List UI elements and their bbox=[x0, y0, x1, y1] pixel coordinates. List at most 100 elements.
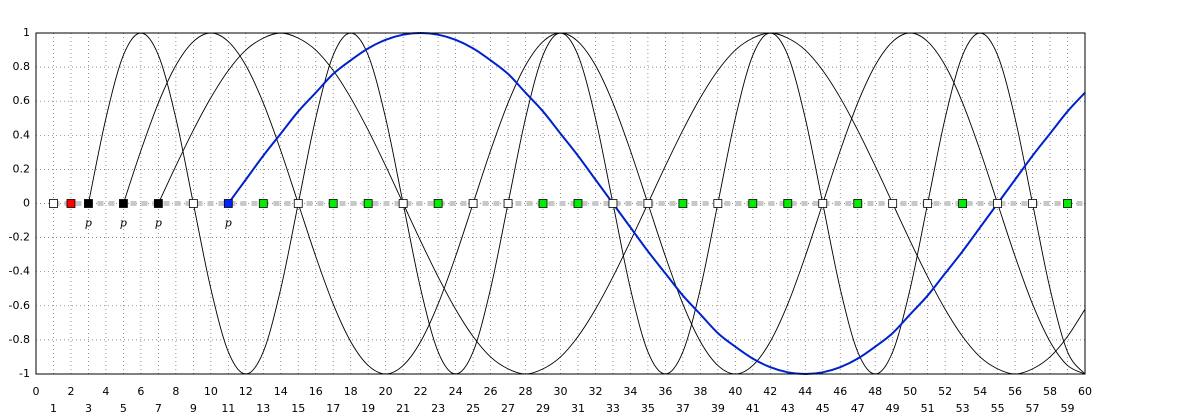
x-tick-label: 21 bbox=[396, 402, 410, 415]
marker bbox=[1028, 199, 1037, 208]
y-tick-label: 1 bbox=[23, 26, 30, 39]
marker bbox=[188, 199, 198, 208]
marker bbox=[643, 199, 653, 208]
x-tick-label: 13 bbox=[256, 402, 270, 415]
marker bbox=[363, 199, 373, 208]
x-tick-label: 49 bbox=[886, 402, 900, 415]
x-tick-label: 1 bbox=[50, 402, 57, 415]
x-tick-label: 8 bbox=[172, 385, 179, 398]
y-tick-label: -0.2 bbox=[9, 231, 30, 244]
x-tick-label: 23 bbox=[431, 402, 445, 415]
x-tick-label: 39 bbox=[711, 402, 725, 415]
x-tick-label: 24 bbox=[449, 385, 463, 398]
marker bbox=[258, 199, 268, 208]
x-tick-label: 60 bbox=[1078, 385, 1092, 398]
y-tick-label: 0.6 bbox=[13, 94, 31, 107]
y-tick-label: -0.8 bbox=[9, 333, 30, 346]
x-tick-label: 47 bbox=[851, 402, 865, 415]
marker bbox=[678, 199, 688, 208]
x-tick-label: 30 bbox=[554, 385, 568, 398]
x-tick-label: 46 bbox=[833, 385, 847, 398]
y-tick-label: 0 bbox=[23, 197, 30, 210]
x-tick-label: 34 bbox=[623, 385, 637, 398]
x-tick-label: 5 bbox=[120, 402, 127, 415]
x-tick-label: 35 bbox=[641, 402, 655, 415]
x-tick-label: 32 bbox=[588, 385, 602, 398]
x-tick-label: 48 bbox=[868, 385, 882, 398]
marker bbox=[958, 199, 968, 208]
prime-label: p bbox=[85, 217, 92, 230]
x-tick-label: 54 bbox=[973, 385, 987, 398]
x-tick-label: 51 bbox=[921, 402, 935, 415]
x-tick-label: 52 bbox=[938, 385, 952, 398]
x-tick-label: 18 bbox=[344, 385, 358, 398]
marker bbox=[84, 199, 93, 208]
x-tick-label: 28 bbox=[519, 385, 533, 398]
x-tick-label: 9 bbox=[190, 402, 197, 415]
x-tick-label: 33 bbox=[606, 402, 620, 415]
x-tick-label: 45 bbox=[816, 402, 830, 415]
marker bbox=[119, 199, 128, 208]
prime-label: p bbox=[225, 217, 232, 230]
marker bbox=[1063, 199, 1072, 208]
lines bbox=[88, 31, 1086, 376]
x-tick-label: 55 bbox=[991, 402, 1005, 415]
plot-frame bbox=[35, 32, 1086, 375]
marker bbox=[783, 199, 793, 208]
x-tick-label: 43 bbox=[781, 402, 795, 415]
x-tick-label: 25 bbox=[466, 402, 480, 415]
x-tick-label: 0 bbox=[33, 385, 40, 398]
y-tick-label: 0.4 bbox=[13, 128, 31, 141]
marker bbox=[538, 199, 548, 208]
x-tick-label: 15 bbox=[291, 402, 305, 415]
x-tick-label: 17 bbox=[326, 402, 340, 415]
y-tick-label: 0.8 bbox=[13, 60, 31, 73]
marker bbox=[923, 199, 933, 208]
marker bbox=[328, 199, 338, 208]
marker bbox=[49, 199, 58, 208]
x-tick-label: 57 bbox=[1026, 402, 1040, 415]
x-tick-label: 44 bbox=[798, 385, 812, 398]
marker bbox=[66, 199, 76, 208]
marker bbox=[608, 199, 618, 208]
x-tick-label: 59 bbox=[1061, 402, 1075, 415]
x-tick-label: 6 bbox=[137, 385, 144, 398]
x-tick-label: 37 bbox=[676, 402, 690, 415]
marker bbox=[153, 199, 163, 208]
marker bbox=[398, 199, 408, 208]
prime-label: p bbox=[155, 217, 162, 230]
y-tick-label: 0.2 bbox=[13, 162, 31, 175]
marker bbox=[713, 199, 723, 208]
x-tick-label: 3 bbox=[85, 402, 92, 415]
marker bbox=[888, 199, 898, 208]
x-tick-label: 10 bbox=[204, 385, 218, 398]
marker bbox=[993, 199, 1002, 208]
x-tick-label: 50 bbox=[903, 385, 917, 398]
labels: -1-0.8-0.6-0.4-0.200.20.40.60.8101234567… bbox=[9, 26, 1092, 415]
marker bbox=[573, 199, 583, 208]
prime-label: p bbox=[120, 217, 127, 230]
x-tick-label: 31 bbox=[571, 402, 585, 415]
x-tick-label: 16 bbox=[309, 385, 323, 398]
markers bbox=[49, 199, 1072, 208]
x-tick-label: 11 bbox=[221, 402, 235, 415]
y-tick-label: -0.6 bbox=[9, 299, 30, 312]
x-tick-label: 40 bbox=[728, 385, 742, 398]
x-tick-label: 22 bbox=[414, 385, 428, 398]
marker bbox=[433, 199, 443, 208]
series-line bbox=[227, 31, 1086, 376]
x-tick-label: 53 bbox=[956, 402, 970, 415]
marker bbox=[818, 199, 828, 208]
marker bbox=[223, 199, 233, 208]
x-tick-label: 36 bbox=[658, 385, 672, 398]
x-tick-label: 41 bbox=[746, 402, 760, 415]
marker bbox=[468, 199, 478, 208]
x-tick-label: 26 bbox=[484, 385, 498, 398]
x-tick-label: 27 bbox=[501, 402, 515, 415]
x-tick-label: 19 bbox=[361, 402, 375, 415]
series-line bbox=[88, 32, 1086, 375]
marker bbox=[503, 199, 513, 208]
x-tick-label: 4 bbox=[102, 385, 109, 398]
